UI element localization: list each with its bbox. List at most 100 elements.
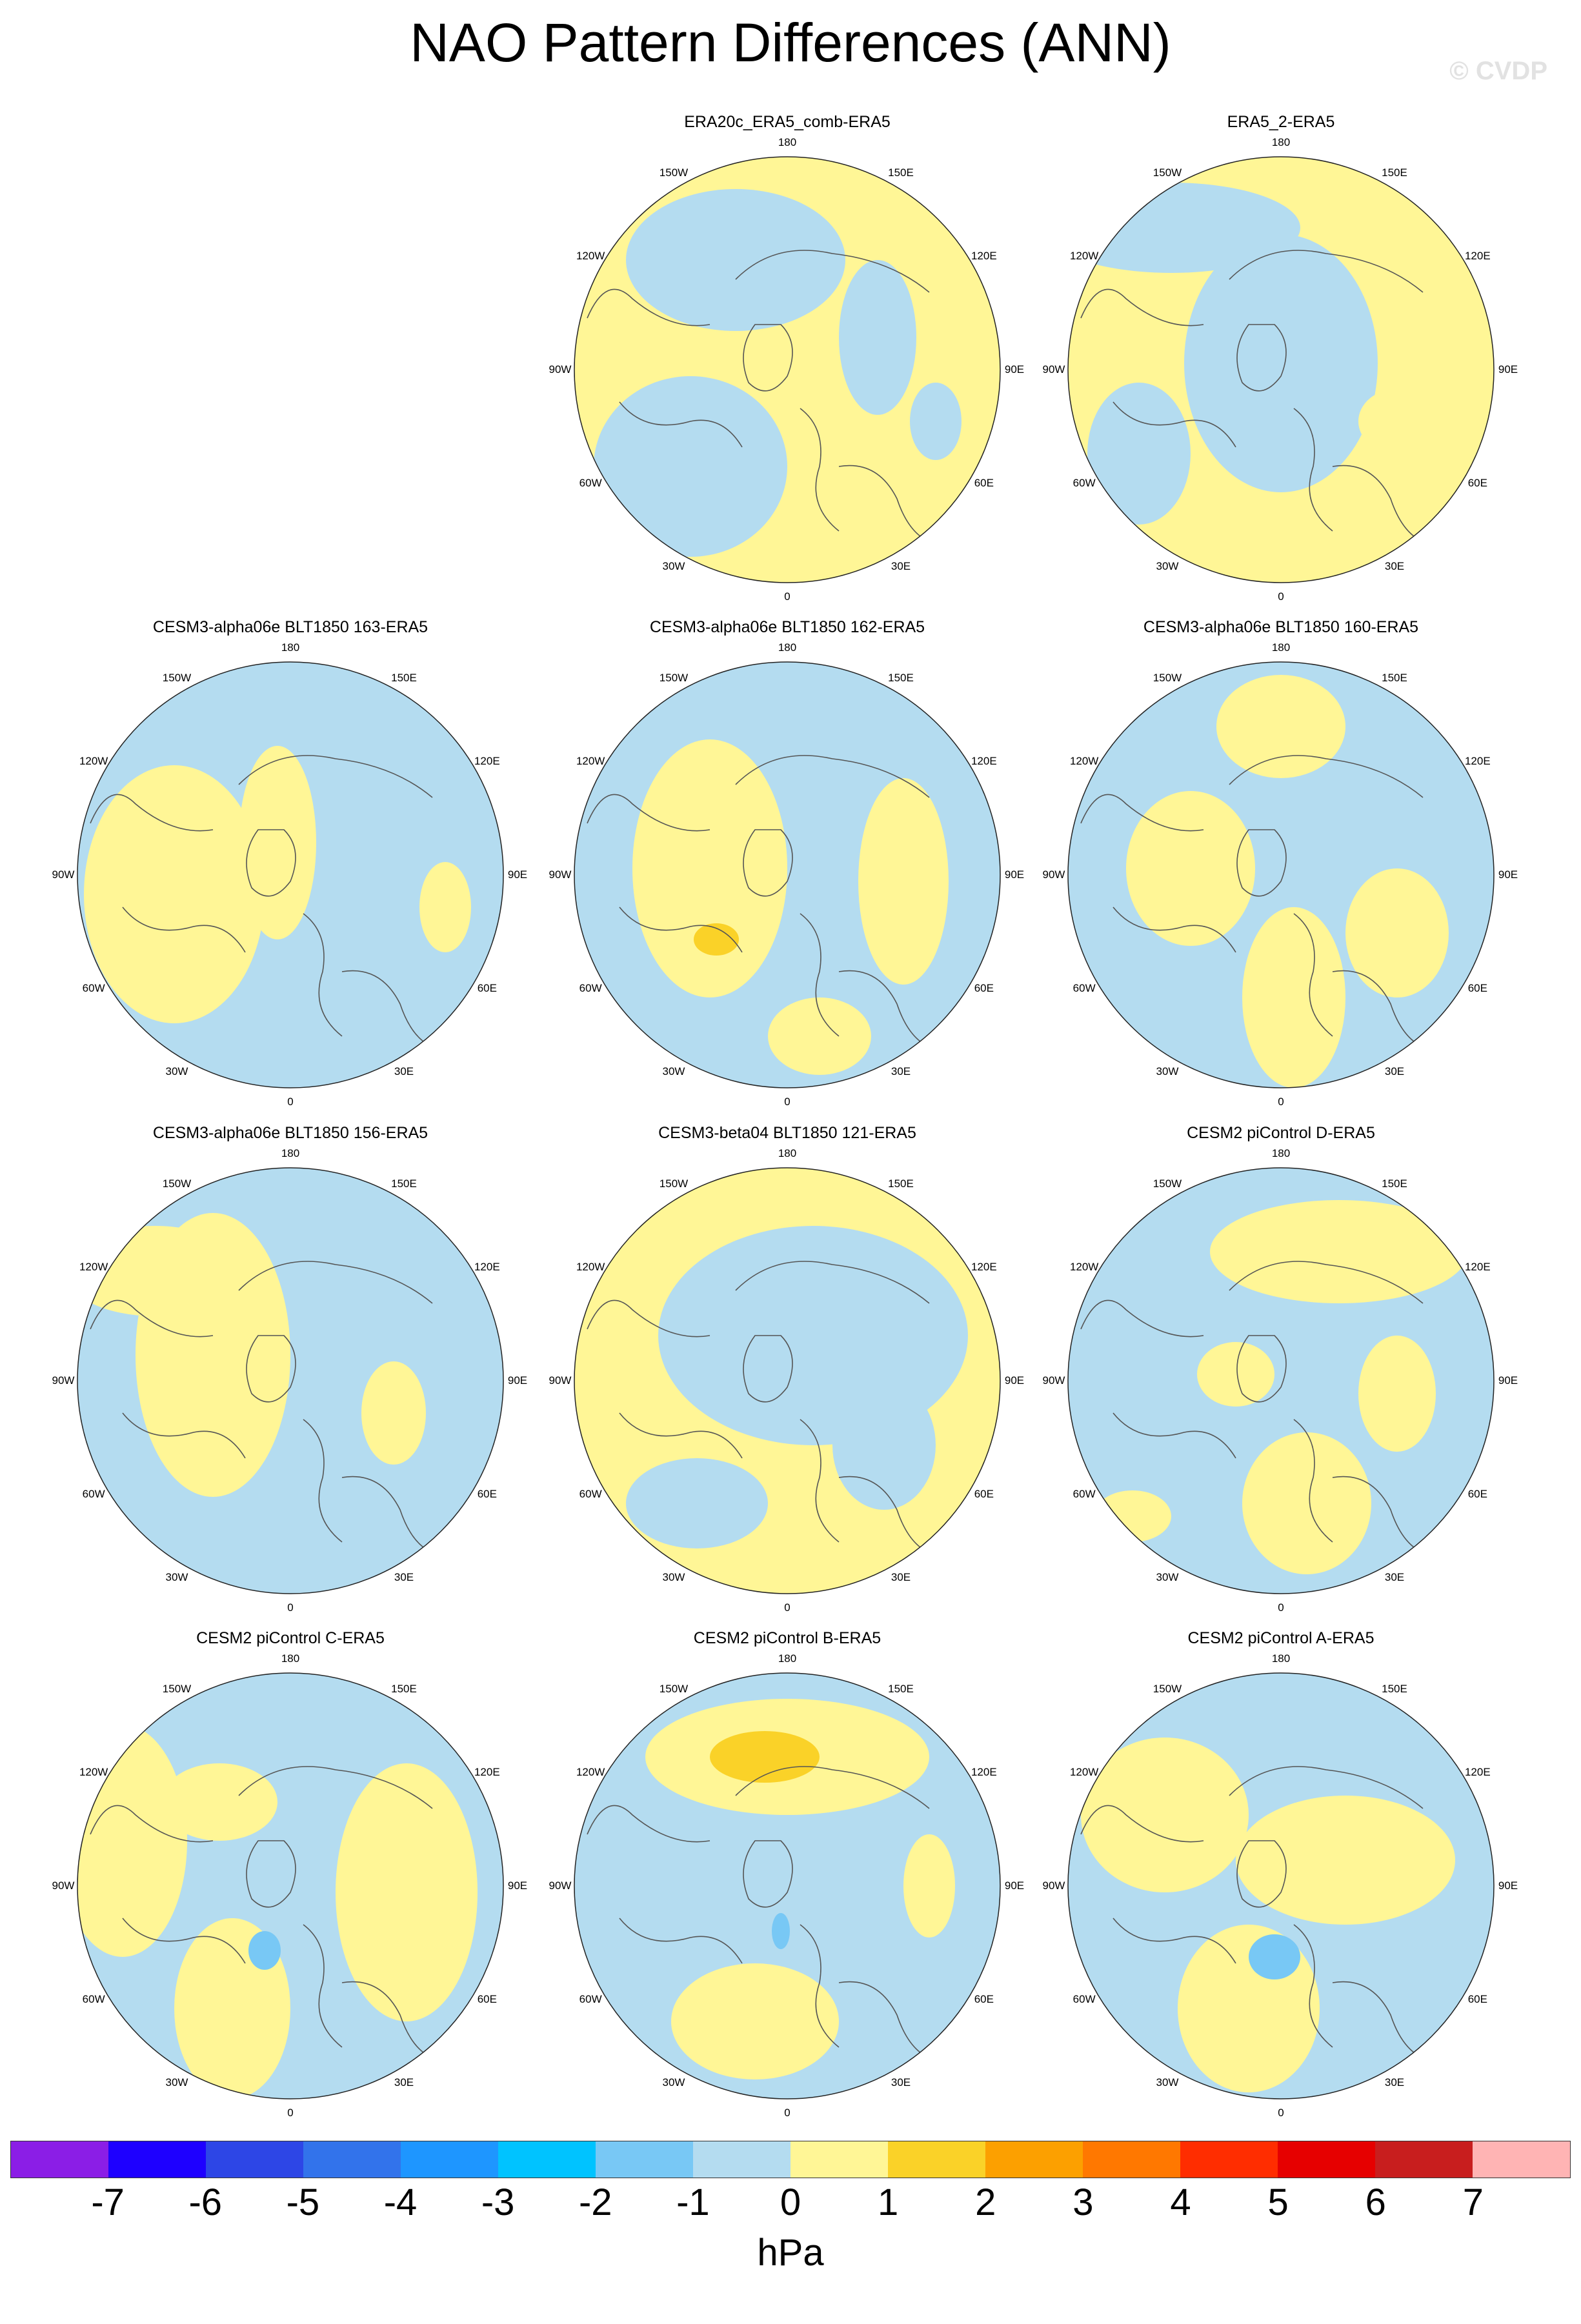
- colorbar-swatch: [11, 2141, 108, 2178]
- anomaly-region: [858, 778, 949, 985]
- anomaly-region: [1210, 1200, 1468, 1303]
- longitude-label: 60W: [82, 1488, 105, 1500]
- longitude-label: 0: [784, 1601, 790, 1614]
- longitude-label: 120E: [1464, 250, 1491, 262]
- anomaly-region: [239, 746, 316, 939]
- longitude-label: 30E: [891, 1065, 911, 1077]
- polar-stereographic-map: [77, 661, 504, 1088]
- map-boundary: [1067, 1167, 1495, 1594]
- anomaly-region: [361, 759, 452, 836]
- anomaly-region: [1184, 234, 1378, 492]
- anomaly-region: [1087, 383, 1191, 525]
- longitude-label: 150E: [888, 166, 914, 179]
- longitude-label: 150W: [659, 166, 689, 179]
- coastline: [1080, 1261, 1430, 1556]
- longitude-label: 90E: [507, 1374, 528, 1387]
- longitude-label: 120E: [971, 1766, 997, 1778]
- longitude-label: 150W: [659, 672, 689, 685]
- anomaly-region: [626, 189, 845, 331]
- longitude-label: 150W: [1153, 672, 1182, 685]
- longitude-label: 150W: [162, 672, 192, 685]
- longitude-label: 90E: [1498, 1879, 1518, 1892]
- longitude-label: 120E: [971, 755, 997, 767]
- map-boundary: [77, 1672, 504, 2099]
- longitude-label: 30W: [662, 2076, 685, 2089]
- map-boundary: [77, 1167, 504, 1594]
- longitude-label: 120E: [474, 755, 500, 767]
- coastline: [1080, 1766, 1430, 2061]
- longitude-label: 90W: [52, 1879, 75, 1892]
- anomaly-region: [1081, 1738, 1249, 1892]
- panel-title: CESM3-alpha06e BLT1850 163-ERA5: [152, 618, 428, 636]
- longitude-label: 120E: [1464, 755, 1491, 767]
- longitude-label: 120E: [971, 1261, 997, 1273]
- polar-stereographic-map: [574, 661, 1001, 1088]
- colorbar-tick-label: -7: [91, 2181, 125, 2223]
- longitude-label: 30E: [1384, 2076, 1405, 2089]
- colorbar-swatch: [790, 2141, 888, 2178]
- map-boundary: [574, 1167, 1001, 1594]
- longitude-label: 180: [1271, 641, 1291, 654]
- colorbar-swatch: [401, 2141, 498, 2178]
- map-panel: CESM3-beta04 BLT1850 121-ERA5 180 150E 120E…: [542, 1124, 1032, 1634]
- colorbar-tick-label: -6: [188, 2181, 223, 2223]
- polar-stereographic-map: [1067, 1672, 1495, 2099]
- field-background: [77, 1168, 503, 1594]
- map-boundary: [77, 661, 504, 1088]
- panel-title: CESM2 piControl B-ERA5: [693, 1629, 881, 1647]
- anomaly-extreme: [710, 1731, 820, 1783]
- longitude-label: 120W: [1069, 1766, 1099, 1778]
- coastline: [90, 1261, 439, 1556]
- longitude-label: 60W: [1072, 1993, 1096, 2005]
- longitude-label: 150W: [1153, 1177, 1182, 1190]
- longitude-label: 120W: [576, 1766, 605, 1778]
- colorbar-tick-label: 4: [1170, 2181, 1191, 2223]
- anomaly-region: [1094, 1490, 1171, 1542]
- longitude-label: 30W: [662, 1570, 685, 1583]
- longitude-label: 90W: [549, 363, 572, 376]
- map-panel: CESM3-alpha06e BLT1850 156-ERA5 180 150E 12…: [45, 1124, 536, 1634]
- longitude-label: 60E: [1467, 477, 1487, 489]
- coastline: [90, 1766, 439, 2061]
- map-boundary: [1067, 156, 1495, 583]
- anomaly-region: [1236, 1796, 1455, 1925]
- coastline: [587, 250, 936, 545]
- longitude-label: 120W: [576, 250, 605, 262]
- longitude-label: 30E: [394, 2076, 414, 2089]
- longitude-label: 30E: [394, 1065, 414, 1077]
- longitude-label: 120W: [79, 755, 108, 767]
- colorbar-tick-label: 0: [780, 2181, 801, 2223]
- colorbar-tick-labels: -7 -6 -5 -4 -3 -2 -1 0 1 2 3 4 5 6 7: [0, 2181, 1581, 2232]
- longitude-label: 150E: [1382, 1683, 1407, 1696]
- longitude-label: 120W: [1069, 755, 1099, 767]
- longitude-label: 0: [1278, 1601, 1284, 1614]
- longitude-label: 90E: [1004, 1879, 1025, 1892]
- longitude-label: 60W: [579, 477, 602, 489]
- colorbar-swatch: [596, 2141, 693, 2178]
- map-boundary: [574, 156, 1001, 583]
- colorbar-tick-label: 5: [1267, 2181, 1289, 2223]
- anomaly-region: [594, 376, 787, 557]
- longitude-label: 30W: [662, 559, 685, 572]
- polar-stereographic-map: [77, 1672, 504, 2099]
- longitude-label: 30W: [1156, 2076, 1179, 2089]
- anomaly-extreme: [1249, 1934, 1300, 1979]
- polar-stereographic-map: [574, 1672, 1001, 2099]
- longitude-label: 30W: [662, 1065, 685, 1077]
- colorbar: [10, 2141, 1571, 2178]
- figure-title: NAO Pattern Differences (ANN): [410, 12, 1171, 73]
- colorbar-tick-label: -1: [676, 2181, 710, 2223]
- polar-stereographic-map: [574, 156, 1001, 583]
- longitude-label: 90W: [549, 1879, 572, 1892]
- map-panel: CESM2 piControl D-ERA5 180 150E 120E 90E 60E 3…: [1036, 1124, 1526, 1634]
- longitude-label: 60W: [579, 1993, 602, 2005]
- anomaly-region: [419, 862, 471, 952]
- longitude-label: 180: [1271, 1652, 1291, 1665]
- longitude-label: 120E: [971, 250, 997, 262]
- anomaly-region: [336, 1763, 478, 2021]
- coastline: [90, 755, 439, 1050]
- longitude-label: 0: [784, 1096, 790, 1108]
- panel-title: ERA5_2-ERA5: [1227, 113, 1335, 131]
- anomaly-region: [84, 765, 265, 1023]
- colorbar-swatch: [303, 2141, 401, 2178]
